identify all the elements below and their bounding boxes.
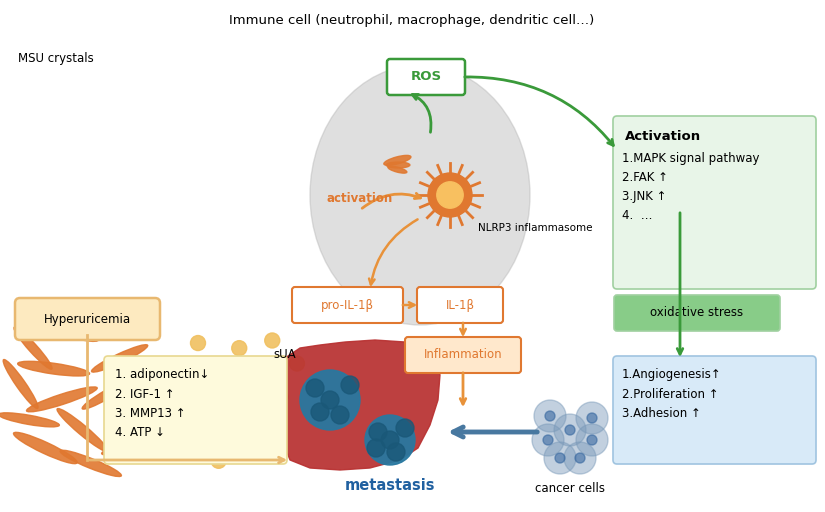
Circle shape	[182, 358, 197, 374]
Text: Immune cell (neutrophil, macrophage, dendritic cell…): Immune cell (neutrophil, macrophage, den…	[229, 14, 595, 27]
Circle shape	[587, 435, 597, 445]
Circle shape	[290, 356, 304, 371]
Circle shape	[381, 431, 399, 449]
Text: MSU crystals: MSU crystals	[18, 52, 94, 65]
Ellipse shape	[14, 327, 52, 369]
Circle shape	[191, 335, 205, 351]
Circle shape	[544, 442, 576, 474]
Circle shape	[341, 376, 359, 394]
Text: NLRP3 inflammasome: NLRP3 inflammasome	[478, 223, 592, 233]
Ellipse shape	[310, 65, 530, 325]
Circle shape	[232, 340, 247, 356]
Text: metastasis: metastasis	[345, 478, 436, 493]
Text: 1.Angiogenesis↑
2.Proliferation ↑
3.Adhesion ↑: 1.Angiogenesis↑ 2.Proliferation ↑ 3.Adhe…	[622, 368, 722, 420]
Circle shape	[211, 453, 226, 468]
Circle shape	[219, 361, 234, 376]
Circle shape	[306, 379, 324, 397]
Circle shape	[428, 173, 472, 217]
Ellipse shape	[384, 155, 411, 165]
Polygon shape	[272, 340, 440, 470]
Circle shape	[273, 389, 288, 404]
Circle shape	[265, 333, 280, 348]
Circle shape	[365, 415, 415, 465]
Circle shape	[587, 413, 597, 423]
Text: Inflammation: Inflammation	[424, 349, 502, 361]
FancyBboxPatch shape	[104, 356, 287, 464]
FancyBboxPatch shape	[613, 116, 816, 289]
Circle shape	[331, 406, 349, 424]
Ellipse shape	[92, 345, 148, 372]
Circle shape	[534, 400, 566, 432]
FancyBboxPatch shape	[15, 298, 160, 340]
Circle shape	[174, 402, 189, 417]
Circle shape	[300, 370, 360, 430]
Circle shape	[199, 379, 214, 394]
Circle shape	[545, 411, 555, 421]
Circle shape	[554, 414, 586, 446]
Ellipse shape	[82, 379, 132, 409]
Circle shape	[232, 430, 247, 445]
Circle shape	[240, 384, 255, 399]
Text: Hyperuricemia: Hyperuricemia	[44, 312, 130, 326]
Text: ROS: ROS	[411, 71, 441, 83]
Circle shape	[311, 403, 329, 421]
Ellipse shape	[0, 413, 59, 427]
Ellipse shape	[26, 387, 97, 412]
Circle shape	[257, 366, 271, 381]
FancyBboxPatch shape	[613, 356, 816, 464]
Circle shape	[565, 425, 575, 435]
Circle shape	[215, 407, 230, 422]
Ellipse shape	[60, 450, 121, 477]
Circle shape	[387, 443, 405, 461]
Circle shape	[576, 424, 608, 456]
Circle shape	[396, 419, 414, 437]
Circle shape	[532, 424, 564, 456]
Text: oxidative stress: oxidative stress	[650, 307, 743, 319]
Text: 1.MAPK signal pathway
2.FAK ↑
3.JNK ↑
4.  …: 1.MAPK signal pathway 2.FAK ↑ 3.JNK ↑ 4.…	[622, 152, 760, 222]
Ellipse shape	[17, 361, 90, 376]
FancyBboxPatch shape	[417, 287, 503, 323]
Circle shape	[543, 435, 553, 445]
Text: activation: activation	[327, 191, 394, 204]
Ellipse shape	[3, 359, 38, 409]
Text: IL-1β: IL-1β	[446, 298, 474, 311]
Circle shape	[436, 182, 463, 208]
Circle shape	[321, 391, 339, 409]
Circle shape	[369, 423, 387, 441]
FancyBboxPatch shape	[614, 295, 780, 331]
FancyBboxPatch shape	[387, 59, 465, 95]
Ellipse shape	[101, 441, 154, 455]
Text: 1. adiponectin↓
2. IGF-1 ↑
3. MMP13 ↑
4. ATP ↓: 1. adiponectin↓ 2. IGF-1 ↑ 3. MMP13 ↑ 4.…	[115, 368, 210, 439]
Ellipse shape	[42, 324, 98, 342]
Circle shape	[564, 442, 596, 474]
Circle shape	[265, 422, 280, 438]
Circle shape	[367, 439, 385, 457]
Ellipse shape	[388, 166, 407, 173]
Text: pro-IL-1β: pro-IL-1β	[320, 298, 374, 311]
FancyBboxPatch shape	[292, 287, 403, 323]
Text: sUA: sUA	[274, 348, 296, 361]
Text: Activation: Activation	[625, 130, 701, 143]
Circle shape	[195, 425, 210, 440]
Ellipse shape	[57, 409, 108, 452]
Ellipse shape	[386, 162, 410, 168]
Circle shape	[575, 453, 585, 463]
Text: cancer cells: cancer cells	[535, 482, 605, 495]
FancyBboxPatch shape	[405, 337, 521, 373]
Ellipse shape	[13, 432, 78, 464]
Circle shape	[252, 402, 267, 417]
Circle shape	[248, 445, 263, 461]
Circle shape	[576, 402, 608, 434]
Circle shape	[555, 453, 565, 463]
Circle shape	[178, 443, 193, 458]
